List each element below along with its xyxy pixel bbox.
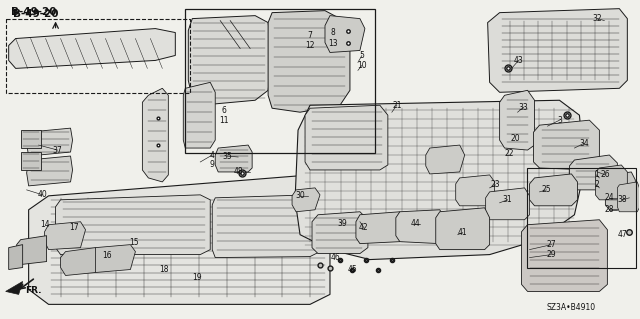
Text: 6: 6 <box>222 106 227 115</box>
Polygon shape <box>212 195 320 257</box>
Polygon shape <box>20 130 40 148</box>
Text: 13: 13 <box>328 39 338 48</box>
Polygon shape <box>27 128 72 156</box>
Text: 2: 2 <box>594 180 599 189</box>
Text: 44: 44 <box>411 219 420 228</box>
Polygon shape <box>426 145 465 174</box>
Text: 24: 24 <box>605 193 614 202</box>
Text: 5: 5 <box>360 51 364 60</box>
Polygon shape <box>305 105 388 170</box>
Polygon shape <box>488 9 627 92</box>
Polygon shape <box>292 188 320 212</box>
Text: 45: 45 <box>348 265 358 274</box>
Polygon shape <box>595 165 627 200</box>
Text: 28: 28 <box>605 205 614 214</box>
Polygon shape <box>500 90 534 150</box>
Polygon shape <box>45 222 86 249</box>
Text: 39: 39 <box>337 219 347 228</box>
Polygon shape <box>325 16 365 52</box>
Polygon shape <box>20 152 40 170</box>
Polygon shape <box>522 220 607 292</box>
Text: 17: 17 <box>68 223 78 232</box>
Polygon shape <box>529 174 577 206</box>
Text: 25: 25 <box>541 185 551 194</box>
Text: 3: 3 <box>557 116 562 125</box>
Polygon shape <box>9 29 175 68</box>
Polygon shape <box>618 182 639 212</box>
Polygon shape <box>17 236 47 264</box>
Polygon shape <box>356 212 405 244</box>
Text: 37: 37 <box>52 145 63 154</box>
Text: 20: 20 <box>511 134 520 143</box>
Text: 4: 4 <box>210 151 214 160</box>
Polygon shape <box>295 100 584 260</box>
Text: 27: 27 <box>547 240 556 249</box>
Text: 47: 47 <box>618 230 627 239</box>
Polygon shape <box>142 88 168 182</box>
Polygon shape <box>29 175 330 304</box>
Text: 32: 32 <box>593 14 602 23</box>
Text: 43: 43 <box>514 56 524 65</box>
Text: 41: 41 <box>458 228 467 237</box>
Polygon shape <box>534 120 600 170</box>
Text: 34: 34 <box>580 138 589 148</box>
Text: 35: 35 <box>222 152 232 160</box>
Bar <box>527 168 636 268</box>
Polygon shape <box>486 188 529 220</box>
Polygon shape <box>312 212 368 254</box>
Text: 22: 22 <box>505 149 515 158</box>
Text: 48: 48 <box>234 167 243 176</box>
Text: 31: 31 <box>503 195 513 204</box>
Text: FR.: FR. <box>25 286 41 295</box>
Text: 38: 38 <box>618 195 627 204</box>
Text: 7: 7 <box>308 31 312 40</box>
Text: 10: 10 <box>357 61 367 70</box>
Text: 33: 33 <box>518 103 529 112</box>
Polygon shape <box>183 82 215 148</box>
Text: 14: 14 <box>40 220 49 229</box>
Polygon shape <box>570 155 618 190</box>
Text: 15: 15 <box>129 238 140 247</box>
Text: 18: 18 <box>159 265 169 274</box>
Polygon shape <box>9 245 22 270</box>
Text: SZ3A•B4910: SZ3A•B4910 <box>547 303 596 312</box>
Text: 29: 29 <box>547 250 556 259</box>
Text: 46: 46 <box>331 253 341 262</box>
Text: 40: 40 <box>38 190 47 199</box>
Polygon shape <box>268 11 350 112</box>
Text: 42: 42 <box>359 223 369 232</box>
Text: 26: 26 <box>600 170 610 179</box>
Polygon shape <box>436 208 490 249</box>
Polygon shape <box>605 172 636 210</box>
Polygon shape <box>396 210 445 244</box>
Text: 12: 12 <box>305 41 315 50</box>
Text: B-49-20: B-49-20 <box>11 7 56 17</box>
Polygon shape <box>27 156 72 186</box>
Polygon shape <box>6 281 22 294</box>
Polygon shape <box>61 248 95 276</box>
Text: 8: 8 <box>331 28 335 37</box>
Text: 11: 11 <box>220 116 229 125</box>
Text: 1: 1 <box>594 170 599 179</box>
Polygon shape <box>90 245 136 272</box>
Polygon shape <box>56 195 210 255</box>
Text: 9: 9 <box>210 160 214 169</box>
Polygon shape <box>188 16 272 105</box>
Polygon shape <box>456 175 495 206</box>
Text: 23: 23 <box>491 180 500 189</box>
Text: 21: 21 <box>392 101 401 110</box>
Polygon shape <box>215 145 252 172</box>
Text: 30: 30 <box>295 191 305 200</box>
Text: 16: 16 <box>102 251 112 260</box>
Bar <box>186 9 375 153</box>
Bar <box>6 19 190 93</box>
Text: 19: 19 <box>193 273 202 282</box>
Text: B-49-20: B-49-20 <box>13 9 58 19</box>
